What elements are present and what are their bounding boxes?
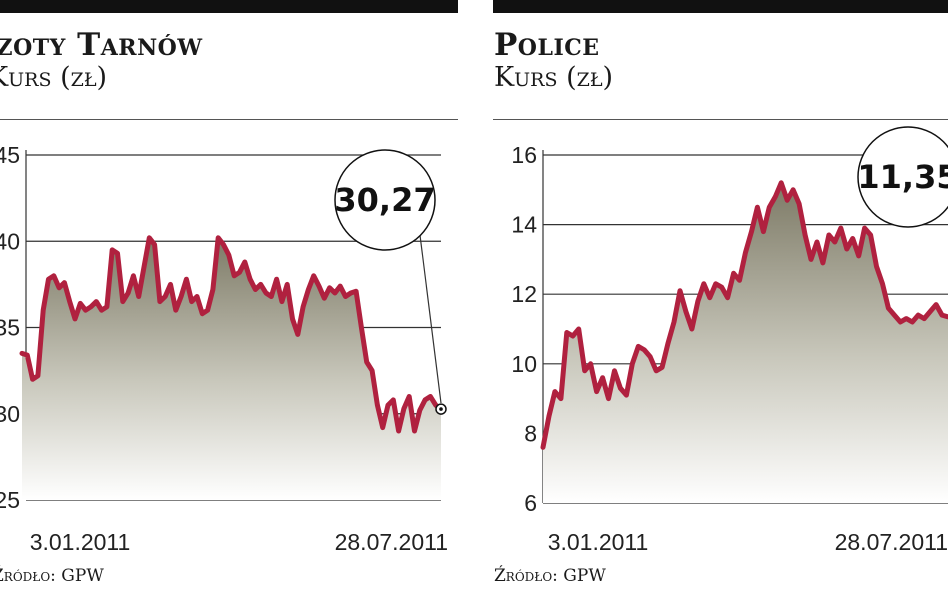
- chart-1-header-bar: [0, 0, 458, 13]
- y-tick-label: 16: [511, 142, 537, 168]
- y-tick-label: 14: [511, 212, 537, 238]
- series-area: [543, 182, 948, 504]
- y-tick-label: 6: [524, 490, 537, 516]
- x-date-label: 3.01.2011: [548, 529, 649, 555]
- chart-1-subtitle: Kurs (zł): [0, 62, 108, 93]
- y-tick-label: 30: [0, 401, 20, 427]
- y-tick-label: 40: [0, 228, 20, 254]
- chart-2-subtitle: Kurs (zł): [494, 62, 614, 93]
- annotation-badge: [334, 149, 436, 251]
- annotation-value: 30,27: [334, 181, 435, 219]
- y-tick-label: 35: [0, 315, 20, 341]
- chart-2-rule: [493, 119, 948, 120]
- chart-2-source: Źródło: GPW: [494, 566, 606, 586]
- chart-1-source: Źródło: GPW: [0, 566, 104, 586]
- chart-2-header-bar: [493, 0, 948, 13]
- chart-1-title: Azoty Tarnów: [0, 27, 203, 63]
- x-date-label: 28.07.2011: [835, 529, 948, 555]
- y-tick-label: 10: [511, 351, 537, 377]
- y-tick-label: 25: [0, 487, 20, 513]
- chart-2-title: Police: [494, 27, 600, 63]
- x-date-label: 3.01.2011: [30, 529, 131, 555]
- x-date-label: 28.07.2011: [335, 529, 448, 555]
- annotation-leader: [419, 234, 442, 404]
- annotation-value: 11,35: [857, 158, 948, 196]
- last-point-dot: [439, 407, 443, 411]
- chart-2-plot: 6 8 10 12 14 16 11,35 3.01.2011 28.07.2011: [511, 126, 948, 555]
- annotation-badge: [857, 126, 948, 228]
- y-tick-label: 12: [511, 281, 537, 307]
- chart-1-rule: [0, 119, 458, 120]
- series-area: [22, 237, 441, 501]
- chart-1-plot: 25 30 35 40 45 30,27 3.01.2011 28.07.2011: [0, 142, 448, 555]
- y-tick-label: 45: [0, 142, 20, 168]
- y-tick-label: 8: [524, 420, 537, 446]
- series-line: [19, 235, 444, 434]
- series-line: [540, 180, 948, 450]
